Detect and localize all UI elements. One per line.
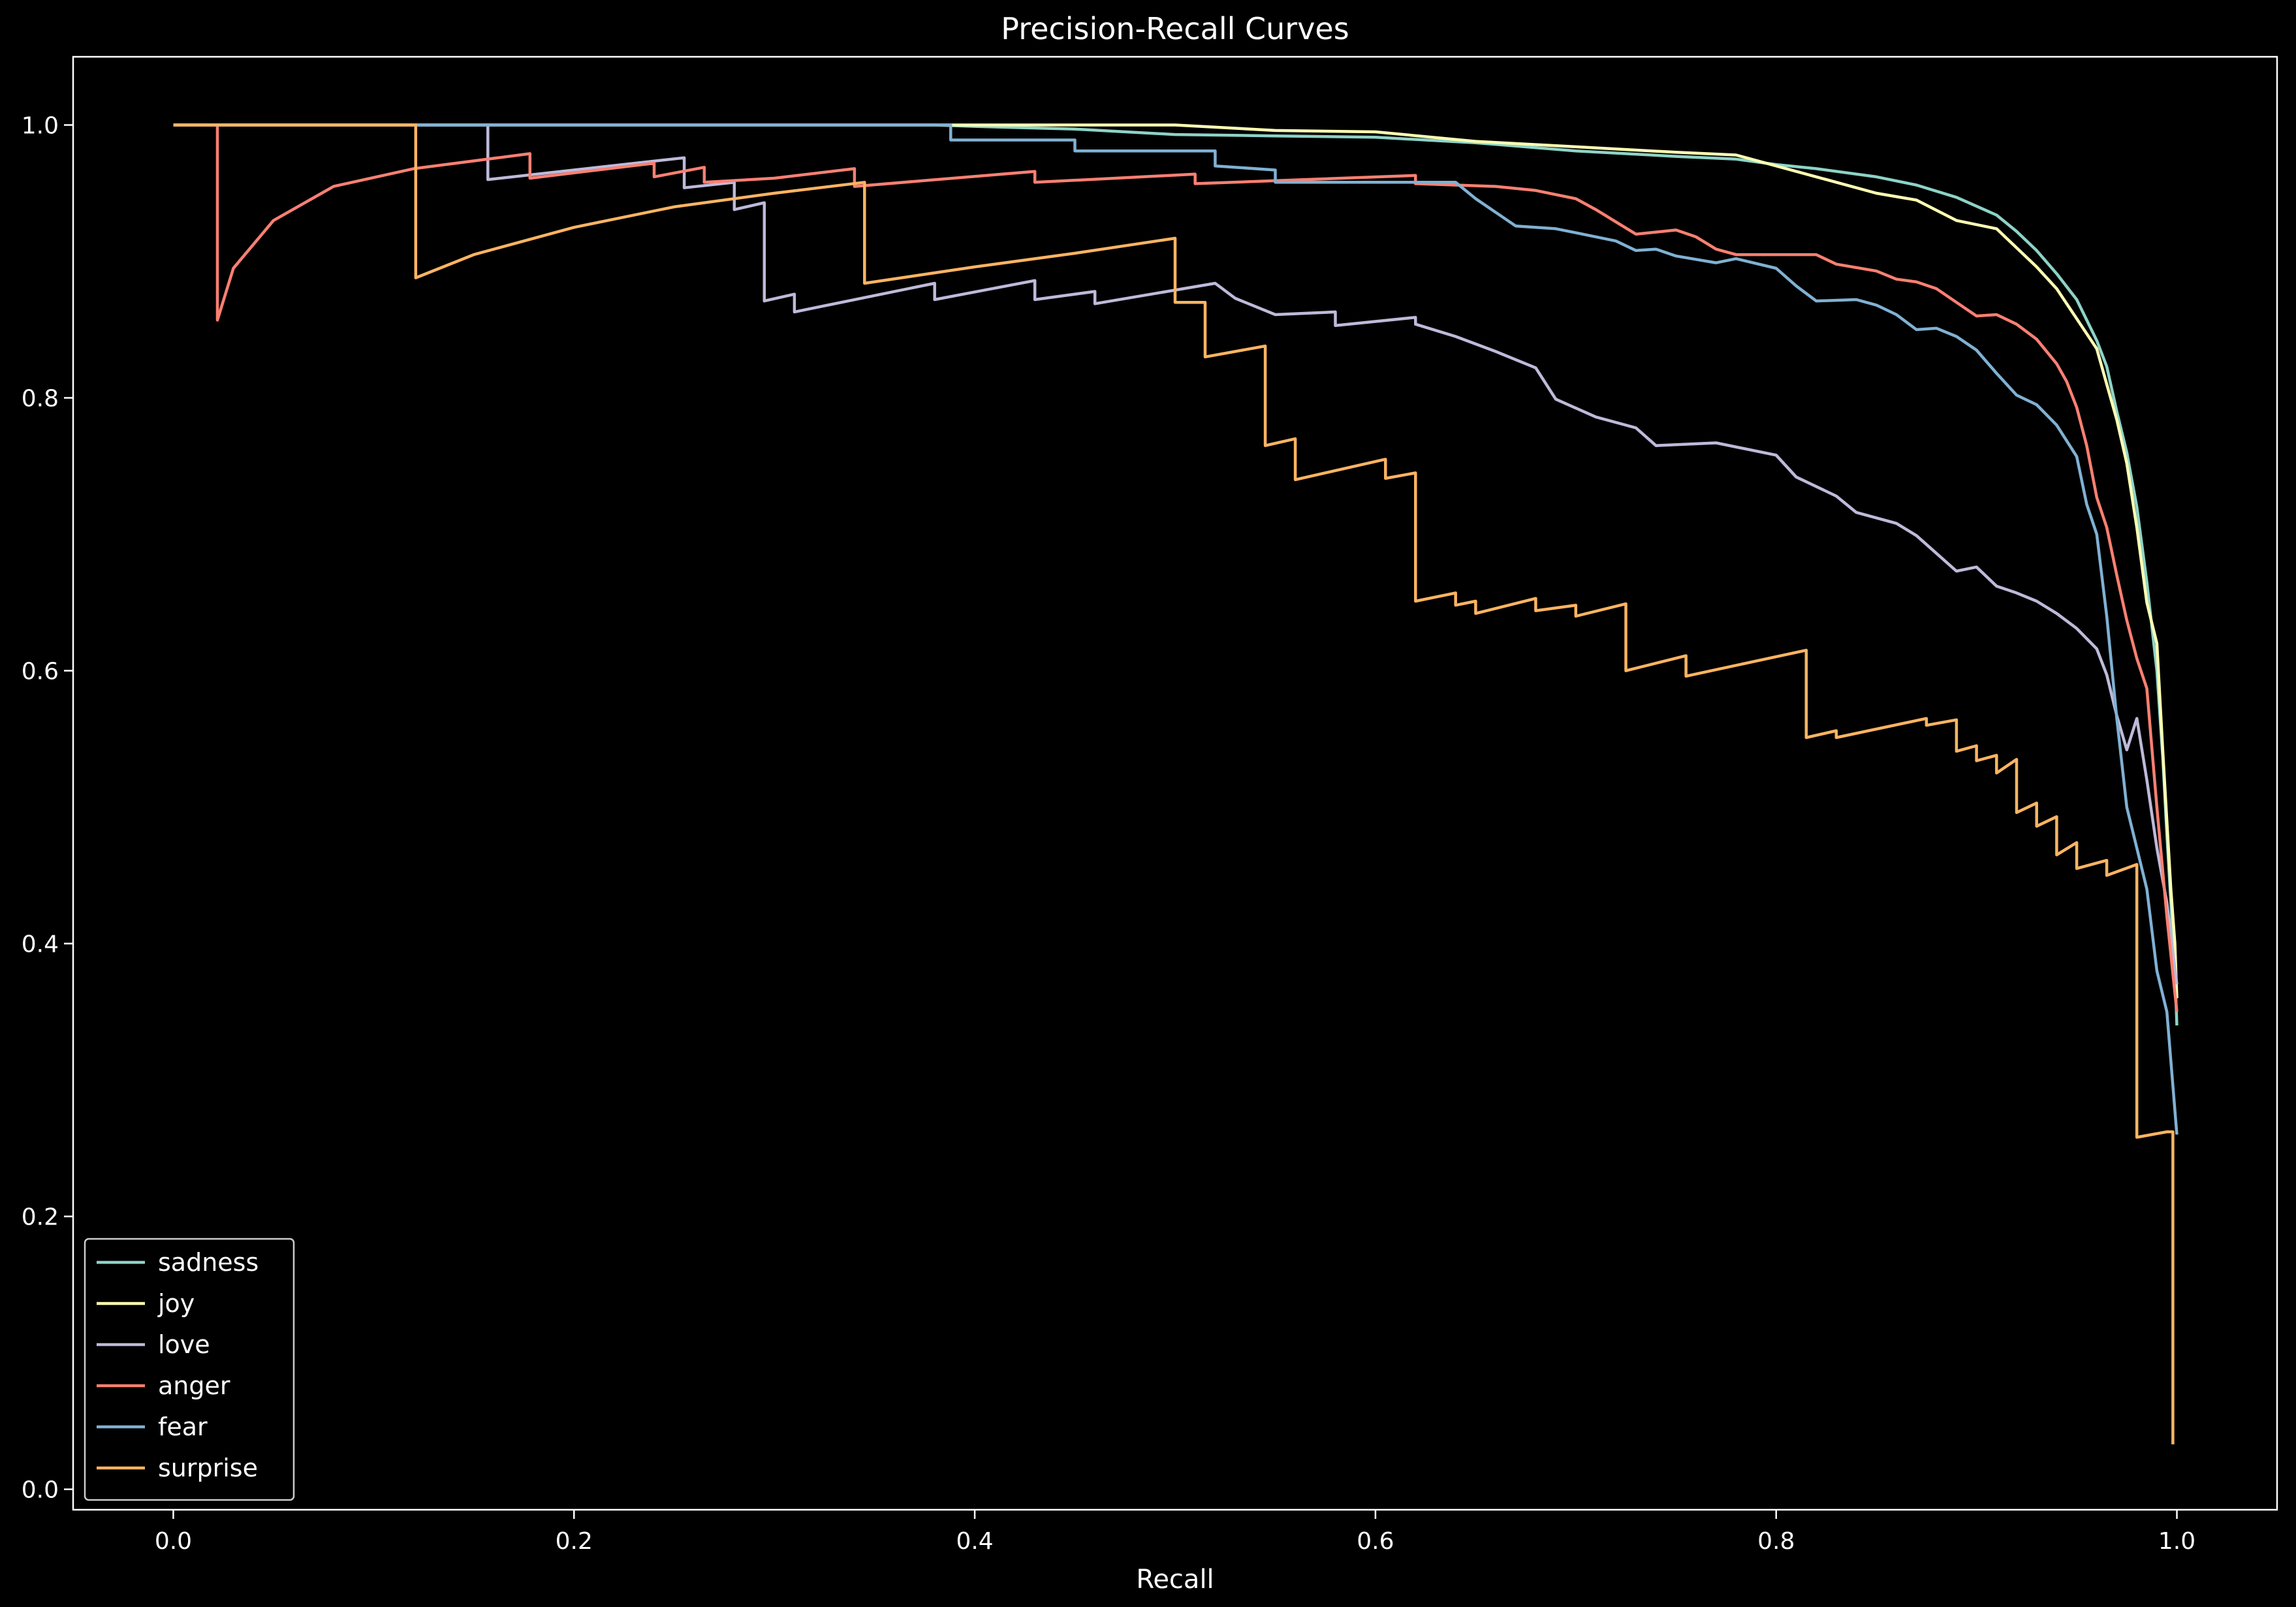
y-axis: 0.0 0.2 0.4 0.6 0.8 1.0 (22, 113, 73, 1504)
x-tick-label: 0.0 (155, 1528, 192, 1555)
legend-label-surprise: surprise (158, 1454, 258, 1482)
legend-label-joy: joy (157, 1289, 195, 1318)
axes-frame (72, 55, 2278, 1511)
x-axis: 0.0 0.2 0.4 0.6 0.8 1.0 (155, 1510, 2195, 1555)
y-tick-label: 0.6 (22, 659, 59, 685)
legend-label-sadness: sadness (158, 1248, 259, 1277)
y-tick-label: 1.0 (22, 113, 59, 140)
legend: sadness joy love anger fear surprise (84, 1238, 295, 1501)
series-line-anger (173, 123, 2178, 1012)
series-line-sadness (173, 123, 2178, 1026)
legend-label-love: love (158, 1330, 210, 1359)
y-tick-label: 0.2 (22, 1204, 59, 1231)
series-line-fear (173, 123, 2178, 1135)
y-tick-label: 0.4 (22, 931, 59, 958)
x-tick-label: 0.2 (556, 1528, 593, 1555)
chart-title: Precision-Recall Curves (1001, 11, 1349, 46)
x-tick-label: 0.8 (1757, 1528, 1795, 1555)
legend-label-anger: anger (158, 1371, 230, 1400)
y-tick-label: 0.8 (22, 386, 59, 413)
series-line-joy (173, 123, 2178, 999)
series-line-love (173, 123, 2178, 985)
series-line-surprise (173, 123, 2175, 1444)
legend-label-fear: fear (158, 1412, 208, 1441)
x-tick-label: 0.4 (956, 1528, 993, 1555)
plot-area (72, 55, 2278, 1511)
series-layer (173, 123, 2178, 1444)
x-axis-label: Recall (1136, 1565, 1214, 1595)
x-tick-label: 0.6 (1357, 1528, 1394, 1555)
y-tick-label: 0.0 (22, 1477, 59, 1504)
x-tick-label: 1.0 (2158, 1528, 2195, 1555)
